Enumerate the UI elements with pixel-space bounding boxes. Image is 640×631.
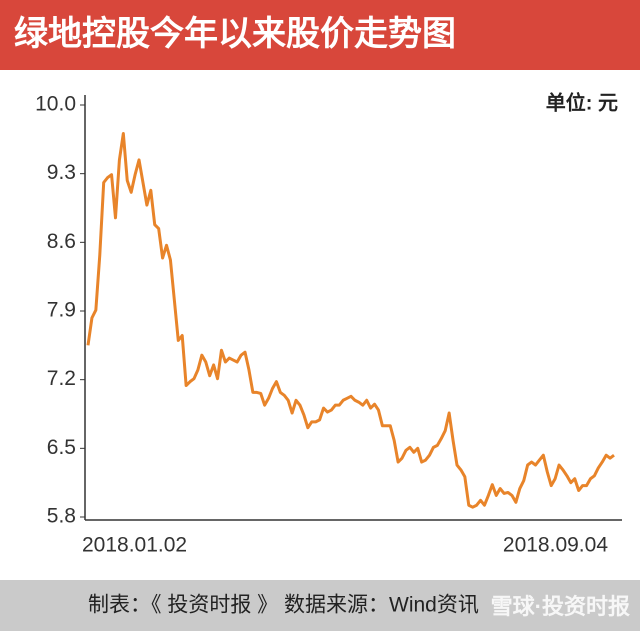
unit-label: 单位: 元 bbox=[546, 90, 618, 114]
y-tick-label: 8.6 bbox=[47, 230, 76, 253]
price-line bbox=[86, 131, 615, 509]
y-tick-label: 9.3 bbox=[47, 161, 76, 184]
x-tick-label: 2018.01.02 bbox=[82, 534, 187, 557]
footer-credit: 制表：《 投资时报 》 数据来源：Wind资讯 bbox=[88, 594, 479, 617]
chart-title: 绿地控股今年以来股价走势图 bbox=[14, 14, 456, 53]
title-bar bbox=[0, 0, 640, 70]
y-tick-label: 5.8 bbox=[47, 505, 76, 528]
footer-bar bbox=[0, 580, 640, 631]
y-tick-label: 10.0 bbox=[35, 93, 76, 116]
y-tick-label: 7.9 bbox=[47, 299, 76, 322]
y-tick-label: 7.2 bbox=[47, 367, 76, 390]
watermark: 雪球·投资时报 bbox=[491, 594, 630, 619]
y-tick-label: 6.5 bbox=[47, 436, 76, 459]
x-tick-label: 2018.09.04 bbox=[503, 534, 608, 557]
